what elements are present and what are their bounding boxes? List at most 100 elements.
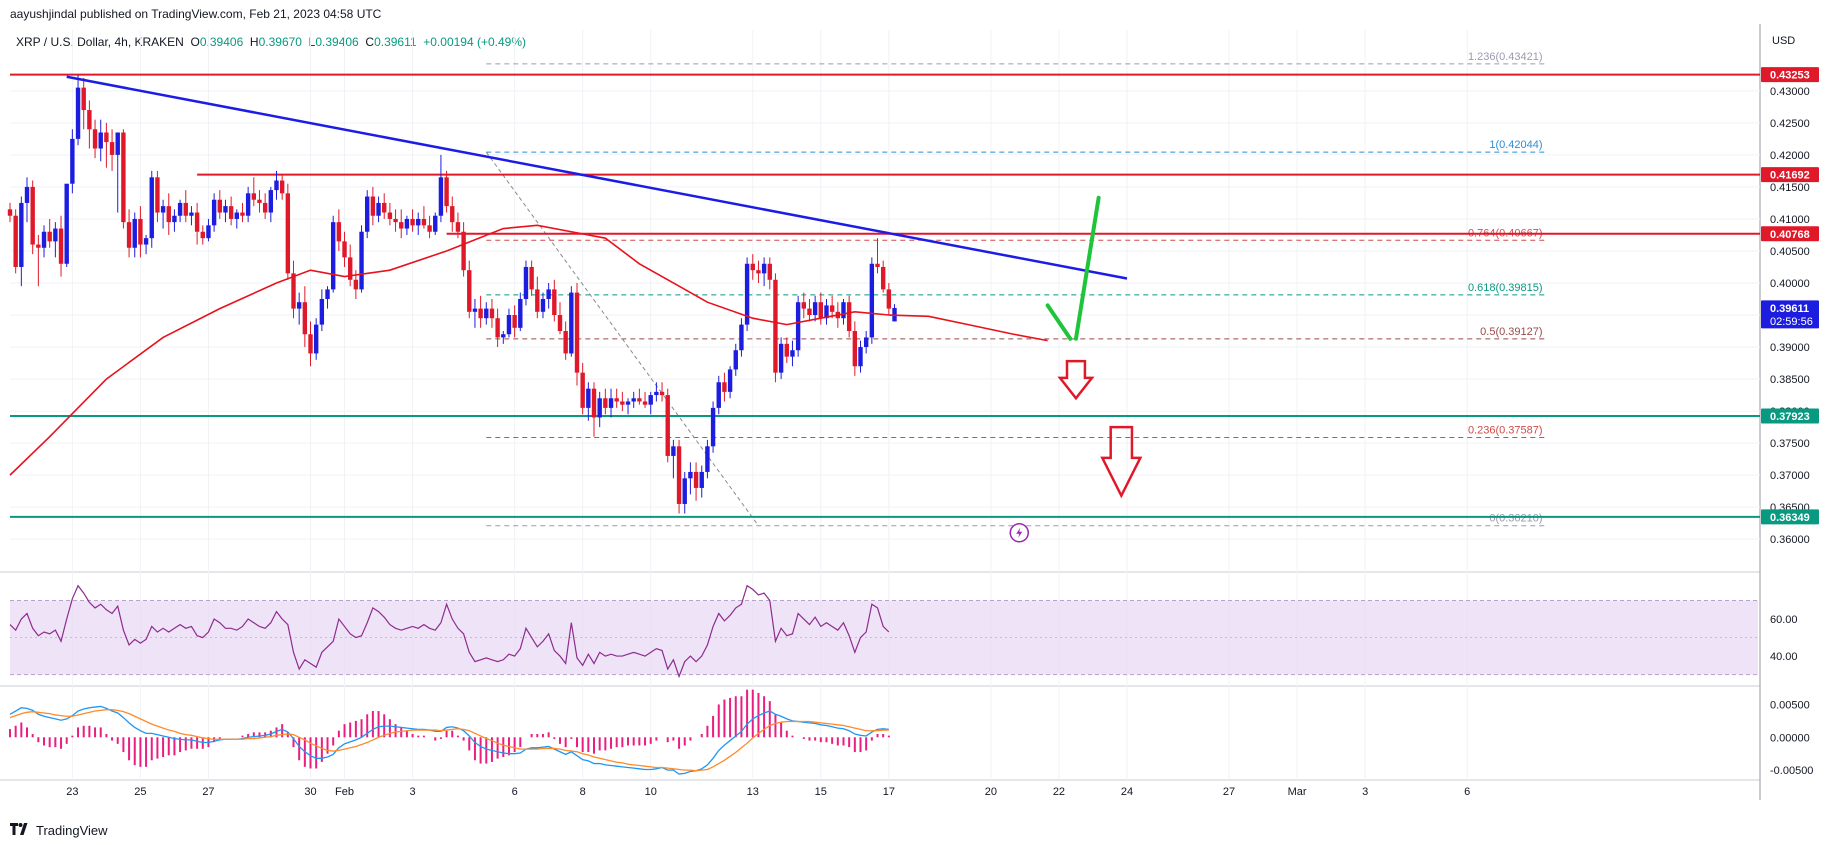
candle-body: [13, 215, 18, 267]
candle-body: [160, 206, 166, 213]
candle-body: [829, 305, 835, 312]
price-axis[interactable]: 0.360000.365000.370000.375000.380000.385…: [1761, 35, 1819, 777]
time-tick-label: 10: [645, 786, 657, 798]
price-badge-label: 0.37923: [1770, 411, 1810, 423]
price-badge-label: 0.41692: [1770, 170, 1810, 182]
price-tick-label: 0.42000: [1770, 150, 1810, 162]
candle-body: [580, 372, 585, 408]
fib-level-label: 1(0.42044): [1489, 139, 1542, 151]
symbol-ohlc-line: XRP / U.S. Dollar, 4h, KRAKEN O0.39406 H…: [16, 35, 526, 49]
fib-level-label: 1.236(0.43421): [1468, 51, 1543, 63]
price-tick-label: 0.37000: [1770, 470, 1810, 482]
candle-body: [109, 142, 115, 155]
time-tick-label: 27: [1223, 786, 1235, 798]
open-label: O: [190, 35, 200, 49]
macd-signal-line: [9, 709, 889, 772]
candle-body: [852, 331, 858, 367]
rsi-tick-label: 40.00: [1770, 651, 1798, 663]
candle-body: [784, 343, 789, 357]
candle-body: [586, 388, 591, 408]
candle-body: [773, 279, 778, 373]
time-tick-label: Mar: [1288, 786, 1307, 798]
price-tick-label: 0.42500: [1770, 118, 1810, 130]
price-tick-label: 0.41000: [1770, 214, 1810, 226]
candle-body: [693, 471, 699, 488]
time-tick-label: 25: [134, 786, 146, 798]
candle-body: [631, 398, 636, 402]
time-tick-label: 15: [815, 786, 827, 798]
candle-body: [761, 263, 767, 274]
candle-body: [257, 199, 262, 203]
candle-body: [189, 212, 194, 216]
price-badge-label: 0.43253: [1770, 70, 1810, 82]
candle-body: [177, 202, 183, 216]
candle-body: [365, 196, 370, 232]
candle-body: [98, 132, 103, 149]
time-tick-label: 22: [1053, 786, 1065, 798]
candle-body: [291, 273, 296, 309]
candle-body: [410, 218, 415, 226]
time-tick-label: 6: [1464, 786, 1470, 798]
price-tick-label: 0.41500: [1770, 182, 1810, 194]
candle-body: [58, 228, 64, 264]
close-label: C: [365, 35, 375, 49]
moving-average-line: [9, 224, 1048, 476]
price-tick-label: 0.36000: [1770, 534, 1810, 546]
candle-body: [342, 241, 347, 258]
candle-body: [886, 289, 892, 309]
candle-body: [30, 186, 35, 245]
candle-body: [778, 343, 784, 373]
candle-body: [846, 302, 852, 332]
price-badge: [1761, 300, 1819, 329]
candle-body: [149, 177, 154, 239]
fib-level-label: 0.236(0.37587): [1468, 425, 1543, 437]
time-tick-label: 13: [747, 786, 759, 798]
candle-body: [104, 132, 109, 143]
footer-brand: TradingView: [10, 822, 108, 838]
candle-body: [824, 305, 829, 319]
fib-diagonal-line: [485, 151, 759, 527]
price-badge: [1761, 509, 1819, 525]
candle-body: [518, 299, 523, 328]
publisher-line: aayushjindal published on TradingView.co…: [10, 7, 382, 21]
time-tick-label: Feb: [335, 786, 354, 798]
candle-body: [733, 350, 738, 370]
candle-body: [614, 398, 619, 402]
candle-body: [563, 331, 568, 354]
candle-body: [484, 308, 489, 319]
candle-body: [705, 446, 710, 472]
candle-body: [206, 225, 211, 239]
candle-body: [812, 302, 818, 316]
candle-body: [302, 302, 308, 335]
candle-body: [382, 202, 387, 213]
price-badge: [1761, 67, 1819, 83]
open-value: 0.39406: [199, 35, 244, 49]
candle-body: [7, 209, 13, 216]
candle-body: [455, 222, 461, 232]
candle-body: [591, 388, 597, 418]
candle-body: [336, 222, 342, 242]
candle-body: [438, 177, 444, 216]
candle-body: [767, 263, 772, 280]
candlestick-series: [7, 74, 897, 514]
fib-level-label: 0.618(0.39815): [1468, 282, 1543, 294]
candle-body: [744, 263, 750, 325]
candle-body: [143, 238, 149, 245]
candle-body: [727, 369, 733, 392]
candle-body: [313, 324, 319, 354]
time-tick-label: 27: [202, 786, 214, 798]
symbol-name[interactable]: XRP / U.S. Dollar, 4h, KRAKEN: [16, 35, 184, 49]
rsi-tick-label: 60.00: [1770, 614, 1798, 626]
candle-body: [387, 212, 393, 219]
green-path-up-segment: [1073, 195, 1101, 341]
candle-body: [36, 244, 41, 248]
candle-body: [739, 324, 744, 351]
time-axis[interactable]: 23 25 27 30 Feb 3 6 8 10 13 15 17 20 22 24 27 Mar 3 6: [66, 786, 1470, 798]
candle-body: [285, 193, 291, 274]
candle-body: [603, 398, 608, 408]
macd-tick-label: -0.00500: [1770, 765, 1813, 777]
candle-body: [478, 308, 483, 319]
macd-tick-label: 0.00500: [1770, 699, 1810, 711]
